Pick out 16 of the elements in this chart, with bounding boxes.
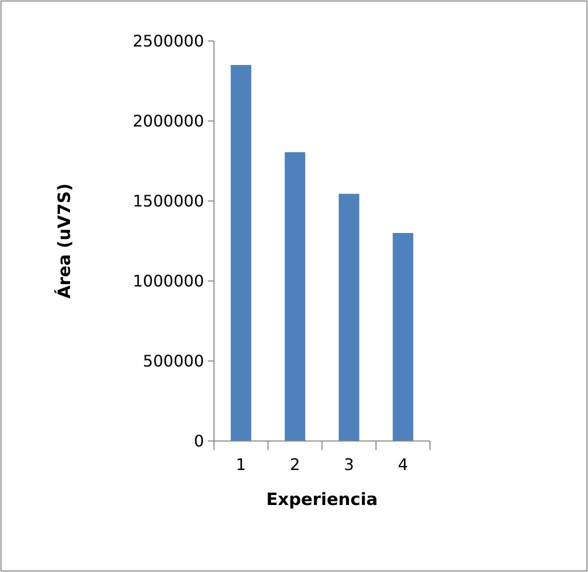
y-tick-label: 1000000 (132, 272, 204, 291)
x-tick-label: 3 (344, 455, 354, 474)
x-tick-label: 4 (398, 455, 408, 474)
y-tick-label: 2500000 (132, 32, 204, 51)
bar (392, 233, 414, 441)
y-tick-label: 0 (194, 432, 204, 451)
y-axis-title: Área (uV7S) (54, 183, 75, 299)
x-tick-label: 1 (236, 455, 246, 474)
bar (338, 194, 360, 441)
y-tick-label: 2000000 (132, 112, 204, 131)
y-tick-label: 500000 (142, 352, 204, 371)
y-tick-label: 1500000 (132, 192, 204, 211)
x-tick-label: 2 (290, 455, 300, 474)
bar (284, 152, 306, 441)
bar (230, 65, 252, 441)
x-axis-title: Experiencia (266, 490, 378, 510)
